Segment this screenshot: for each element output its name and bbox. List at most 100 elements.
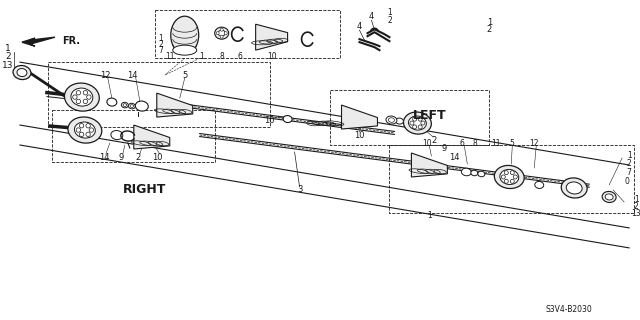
Text: 13: 13 [2, 60, 13, 70]
Circle shape [73, 95, 77, 99]
Text: 4: 4 [369, 12, 374, 21]
Text: RIGHT: RIGHT [123, 183, 166, 196]
Ellipse shape [74, 122, 95, 138]
Text: 5: 5 [182, 71, 188, 80]
Circle shape [79, 124, 84, 128]
Ellipse shape [403, 112, 431, 134]
Text: 2: 2 [5, 52, 11, 61]
Text: 9: 9 [442, 143, 447, 153]
Ellipse shape [478, 171, 485, 177]
Text: LEFT: LEFT [413, 108, 446, 122]
Text: 1: 1 [634, 196, 639, 204]
Circle shape [86, 124, 90, 128]
Circle shape [83, 91, 88, 95]
Circle shape [513, 175, 517, 179]
Ellipse shape [535, 181, 544, 188]
Text: 2: 2 [627, 159, 632, 169]
Circle shape [421, 121, 425, 125]
Ellipse shape [68, 117, 102, 143]
Circle shape [83, 99, 88, 104]
Text: 1: 1 [627, 150, 632, 159]
Circle shape [86, 132, 90, 137]
Text: 14: 14 [449, 153, 460, 162]
Circle shape [410, 121, 414, 125]
Ellipse shape [388, 118, 394, 122]
Ellipse shape [111, 131, 123, 140]
Circle shape [76, 128, 81, 132]
Text: 5: 5 [510, 139, 515, 148]
Ellipse shape [408, 116, 426, 130]
Text: 10: 10 [264, 116, 275, 124]
Text: 13: 13 [631, 209, 640, 219]
Circle shape [510, 179, 515, 183]
Ellipse shape [386, 116, 397, 124]
Text: 2: 2 [135, 153, 140, 162]
Polygon shape [22, 37, 55, 46]
Ellipse shape [605, 194, 613, 200]
Ellipse shape [135, 101, 148, 111]
Circle shape [418, 125, 422, 129]
Ellipse shape [500, 170, 519, 185]
Ellipse shape [396, 118, 403, 124]
Text: 14: 14 [99, 153, 109, 162]
Ellipse shape [123, 104, 127, 107]
Ellipse shape [561, 178, 587, 198]
Circle shape [504, 179, 508, 183]
Ellipse shape [17, 68, 27, 76]
Text: 6: 6 [460, 139, 465, 148]
Circle shape [418, 117, 422, 121]
Ellipse shape [471, 170, 478, 176]
Text: 12: 12 [100, 71, 110, 80]
Ellipse shape [71, 88, 93, 106]
Text: 0: 0 [625, 178, 630, 187]
Text: 2: 2 [486, 25, 492, 34]
Text: 10: 10 [267, 52, 276, 61]
Text: 2: 2 [634, 203, 639, 212]
Text: 9: 9 [118, 153, 124, 162]
Polygon shape [157, 93, 193, 117]
Text: 1: 1 [387, 8, 392, 17]
Text: 1: 1 [427, 212, 432, 220]
Text: 7: 7 [627, 169, 632, 178]
Text: 4: 4 [357, 22, 362, 31]
Text: 11: 11 [492, 139, 501, 148]
Circle shape [216, 32, 219, 35]
Text: 10: 10 [422, 139, 432, 148]
Polygon shape [342, 105, 378, 129]
Ellipse shape [171, 16, 198, 54]
Circle shape [413, 125, 417, 129]
Ellipse shape [122, 102, 128, 108]
Text: 12: 12 [529, 139, 539, 148]
Ellipse shape [218, 30, 225, 36]
Ellipse shape [130, 105, 134, 108]
Ellipse shape [602, 191, 616, 203]
Polygon shape [255, 24, 287, 50]
Text: 10: 10 [355, 131, 365, 140]
Circle shape [220, 28, 223, 31]
Ellipse shape [214, 27, 228, 39]
Text: 1: 1 [5, 44, 11, 53]
Circle shape [224, 32, 227, 35]
Circle shape [413, 117, 417, 121]
Circle shape [76, 91, 81, 95]
Text: 8: 8 [473, 139, 477, 148]
Ellipse shape [494, 165, 524, 188]
Ellipse shape [461, 168, 471, 176]
Circle shape [89, 128, 93, 132]
Polygon shape [134, 125, 170, 149]
Text: 1: 1 [199, 52, 204, 61]
Circle shape [504, 171, 508, 175]
Text: 3: 3 [297, 186, 302, 195]
Text: S3V4-B2030: S3V4-B2030 [546, 305, 593, 314]
Text: 2: 2 [387, 16, 392, 25]
Text: 8: 8 [220, 52, 224, 61]
Text: 10: 10 [152, 153, 163, 162]
Ellipse shape [65, 83, 99, 111]
Text: 1: 1 [158, 34, 163, 43]
Ellipse shape [107, 98, 117, 106]
Ellipse shape [173, 45, 196, 55]
Text: 11: 11 [165, 52, 175, 61]
Ellipse shape [129, 103, 135, 109]
Ellipse shape [566, 182, 582, 194]
Ellipse shape [13, 66, 31, 80]
